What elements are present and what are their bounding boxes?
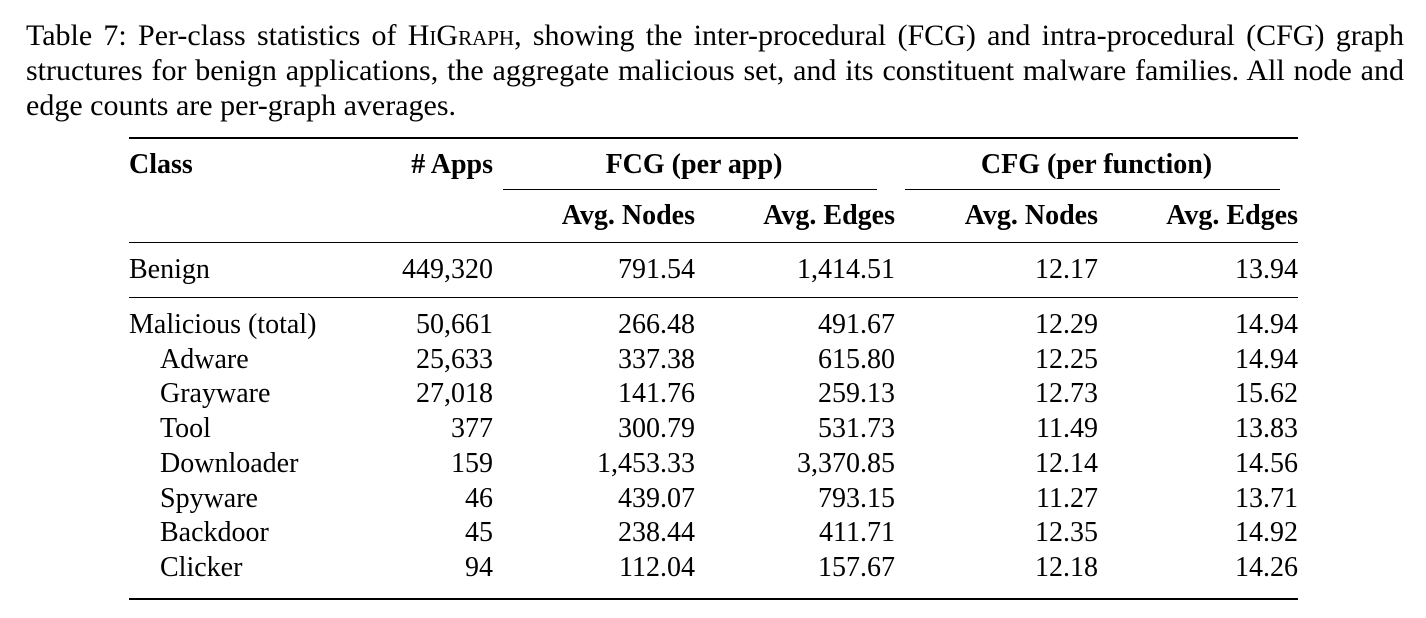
table-row-downloader: Downloader 159 1,453.33 3,370.85 12.14 1… bbox=[129, 447, 1298, 482]
header-apps: # Apps bbox=[411, 149, 493, 180]
header-fcg-group: FCG (per app) bbox=[493, 138, 895, 190]
table-row-backdoor: Backdoor 45 238.44 411.71 12.35 14.92 bbox=[129, 516, 1298, 551]
cell-fcg-edges: 793.15 bbox=[818, 482, 895, 514]
cell-class: Grayware bbox=[160, 378, 271, 410]
cell-apps: 27,018 bbox=[416, 378, 493, 410]
cell-cfg-edges: 13.71 bbox=[1235, 482, 1298, 514]
cell-apps: 25,633 bbox=[416, 343, 493, 375]
cell-apps: 449,320 bbox=[402, 254, 493, 285]
cell-cfg-nodes: 12.25 bbox=[1035, 343, 1098, 375]
cell-cfg-edges: 15.62 bbox=[1235, 378, 1298, 410]
cell-cfg-edges: 14.94 bbox=[1235, 309, 1298, 340]
header-class: Class bbox=[129, 149, 193, 180]
table-row-clicker: Clicker 94 112.04 157.67 12.18 14.26 bbox=[129, 551, 1298, 599]
statistics-table: Class # Apps FCG (per app) CFG (per func… bbox=[129, 137, 1298, 600]
cell-cfg-edges: 13.94 bbox=[1235, 254, 1298, 285]
cell-fcg-edges: 1,414.51 bbox=[797, 254, 895, 285]
table-row-grayware: Grayware 27,018 141.76 259.13 12.73 15.6… bbox=[129, 377, 1298, 412]
cell-cfg-nodes: 11.49 bbox=[1036, 413, 1098, 445]
cell-apps: 94 bbox=[465, 551, 493, 583]
header-empty-class bbox=[129, 190, 359, 243]
cell-fcg-nodes: 337.38 bbox=[618, 343, 695, 375]
cell-class: Adware bbox=[160, 343, 249, 375]
cell-fcg-nodes: 141.76 bbox=[618, 378, 695, 410]
table-row-adware: Adware 25,633 337.38 615.80 12.25 14.94 bbox=[129, 343, 1298, 378]
cell-fcg-nodes: 791.54 bbox=[618, 254, 695, 285]
cell-fcg-nodes: 439.07 bbox=[618, 482, 695, 514]
caption-suffix: , showing the inter-procedural (FCG) and… bbox=[26, 19, 1404, 122]
header-row-columns: Avg. Nodes Avg. Edges Avg. Nodes Avg. Ed… bbox=[129, 190, 1298, 243]
cell-cfg-nodes: 11.27 bbox=[1036, 482, 1098, 514]
cell-cfg-edges: 13.83 bbox=[1235, 413, 1298, 445]
cell-class: Clicker bbox=[160, 551, 243, 583]
cell-cfg-nodes: 12.73 bbox=[1035, 378, 1098, 410]
cell-cfg-nodes: 12.18 bbox=[1035, 551, 1098, 583]
cell-fcg-nodes: 266.48 bbox=[618, 309, 695, 340]
cell-apps: 45 bbox=[465, 517, 493, 549]
header-fcg-edges: Avg. Edges bbox=[763, 200, 895, 231]
table-row-spyware: Spyware 46 439.07 793.15 11.27 13.71 bbox=[129, 482, 1298, 517]
header-cfg-group-label: CFG (per function) bbox=[980, 149, 1213, 180]
cell-fcg-nodes: 1,453.33 bbox=[597, 447, 695, 479]
cell-class: Downloader bbox=[160, 447, 299, 479]
cell-class: Backdoor bbox=[160, 517, 269, 549]
cell-class: Benign bbox=[129, 254, 210, 285]
header-cfg-nodes: Avg. Nodes bbox=[964, 200, 1098, 231]
cell-fcg-edges: 615.80 bbox=[818, 343, 895, 375]
cell-fcg-edges: 259.13 bbox=[818, 378, 895, 410]
cell-apps: 377 bbox=[451, 413, 493, 445]
cell-cfg-edges: 14.92 bbox=[1235, 517, 1298, 549]
header-fcg-nodes: Avg. Nodes bbox=[561, 200, 695, 231]
cell-cfg-nodes: 12.35 bbox=[1035, 517, 1098, 549]
caption-dataset-name: HiGraph bbox=[407, 19, 515, 52]
cell-class: Tool bbox=[160, 413, 211, 445]
cell-fcg-nodes: 238.44 bbox=[618, 517, 695, 549]
table-row-malicious-total: Malicious (total) 50,661 266.48 491.67 1… bbox=[129, 297, 1298, 343]
table-row-benign: Benign 449,320 791.54 1,414.51 12.17 13.… bbox=[129, 242, 1298, 298]
cell-fcg-edges: 411.71 bbox=[819, 517, 895, 549]
cell-cfg-nodes: 12.14 bbox=[1035, 447, 1098, 479]
header-row-groups: Class # Apps FCG (per app) CFG (per func… bbox=[129, 138, 1298, 190]
cell-fcg-edges: 3,370.85 bbox=[797, 447, 895, 479]
cell-class: Spyware bbox=[160, 482, 258, 514]
cell-fcg-edges: 157.67 bbox=[818, 551, 895, 583]
caption-prefix: Table 7: Per-class statistics of bbox=[26, 19, 408, 52]
cell-cfg-nodes: 12.17 bbox=[1035, 254, 1098, 285]
cell-apps: 50,661 bbox=[416, 309, 493, 340]
cell-cfg-edges: 14.94 bbox=[1235, 343, 1298, 375]
header-fcg-group-label: FCG (per app) bbox=[605, 149, 783, 180]
cell-fcg-edges: 531.73 bbox=[818, 413, 895, 445]
cell-cfg-edges: 14.56 bbox=[1235, 447, 1298, 479]
cell-fcg-edges: 491.67 bbox=[818, 309, 895, 340]
cell-cfg-edges: 14.26 bbox=[1235, 551, 1298, 583]
cell-class: Malicious (total) bbox=[129, 309, 317, 340]
table-row-tool: Tool 377 300.79 531.73 11.49 13.83 bbox=[129, 412, 1298, 447]
cfg-group-rule bbox=[905, 189, 1280, 190]
cell-cfg-nodes: 12.29 bbox=[1035, 309, 1098, 340]
header-cfg-edges: Avg. Edges bbox=[1166, 200, 1298, 231]
header-empty-apps bbox=[359, 190, 493, 243]
fcg-group-rule bbox=[503, 189, 877, 190]
cell-fcg-nodes: 300.79 bbox=[618, 413, 695, 445]
table-caption: Table 7: Per-class statistics of HiGraph… bbox=[26, 18, 1404, 123]
cell-apps: 46 bbox=[465, 482, 493, 514]
cell-fcg-nodes: 112.04 bbox=[619, 551, 695, 583]
header-cfg-group: CFG (per function) bbox=[895, 138, 1298, 190]
cell-apps: 159 bbox=[451, 447, 493, 479]
